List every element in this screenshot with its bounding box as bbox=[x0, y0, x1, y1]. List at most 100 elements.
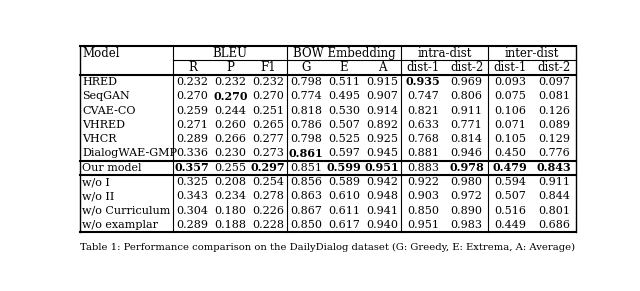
Text: 0.530: 0.530 bbox=[328, 106, 360, 116]
Text: VHCR: VHCR bbox=[82, 134, 116, 144]
Text: w/o I: w/o I bbox=[82, 177, 110, 187]
Text: HRED: HRED bbox=[82, 77, 117, 87]
Text: 0.479: 0.479 bbox=[493, 162, 528, 173]
Text: 0.972: 0.972 bbox=[451, 191, 483, 201]
Text: 0.507: 0.507 bbox=[328, 120, 360, 130]
Text: 0.254: 0.254 bbox=[252, 177, 284, 187]
Text: 0.850: 0.850 bbox=[407, 206, 439, 216]
Text: 0.270: 0.270 bbox=[213, 91, 248, 102]
Text: 0.903: 0.903 bbox=[407, 191, 439, 201]
Text: 0.818: 0.818 bbox=[290, 106, 322, 116]
Text: 0.980: 0.980 bbox=[451, 177, 483, 187]
Text: 0.277: 0.277 bbox=[252, 134, 284, 144]
Text: 0.507: 0.507 bbox=[495, 191, 526, 201]
Text: 0.325: 0.325 bbox=[177, 177, 209, 187]
Text: 0.289: 0.289 bbox=[177, 220, 209, 230]
Text: 0.234: 0.234 bbox=[214, 191, 246, 201]
Text: 0.106: 0.106 bbox=[494, 106, 526, 116]
Text: 0.304: 0.304 bbox=[177, 206, 209, 216]
Text: 0.911: 0.911 bbox=[538, 177, 570, 187]
Text: 0.856: 0.856 bbox=[290, 177, 322, 187]
Text: 0.774: 0.774 bbox=[291, 91, 322, 101]
Text: G: G bbox=[301, 61, 311, 74]
Text: 0.935: 0.935 bbox=[406, 77, 440, 87]
Text: 0.232: 0.232 bbox=[177, 77, 209, 87]
Text: 0.599: 0.599 bbox=[326, 162, 362, 173]
Text: 0.270: 0.270 bbox=[252, 91, 284, 101]
Text: DialogWAE-GMP: DialogWAE-GMP bbox=[82, 148, 177, 158]
Text: Model: Model bbox=[82, 47, 120, 60]
Text: 0.940: 0.940 bbox=[366, 220, 398, 230]
Text: 0.798: 0.798 bbox=[290, 134, 322, 144]
Text: 0.798: 0.798 bbox=[290, 77, 322, 87]
Text: 0.594: 0.594 bbox=[494, 177, 526, 187]
Text: w/o II: w/o II bbox=[82, 191, 115, 201]
Text: w/o Curriculum: w/o Curriculum bbox=[82, 206, 170, 216]
Text: 0.863: 0.863 bbox=[290, 191, 322, 201]
Text: 0.259: 0.259 bbox=[177, 106, 209, 116]
Text: 0.867: 0.867 bbox=[290, 206, 322, 216]
Text: 0.278: 0.278 bbox=[252, 191, 284, 201]
Text: 0.941: 0.941 bbox=[366, 206, 398, 216]
Text: 0.881: 0.881 bbox=[407, 148, 439, 158]
Text: 0.922: 0.922 bbox=[407, 177, 439, 187]
Text: 0.105: 0.105 bbox=[494, 134, 526, 144]
Text: Table 1: Performance comparison on the DailyDialog dataset (G: Greedy, E: Extrem: Table 1: Performance comparison on the D… bbox=[81, 243, 575, 252]
Text: 0.232: 0.232 bbox=[214, 77, 246, 87]
Text: 0.883: 0.883 bbox=[407, 163, 439, 173]
Text: 0.821: 0.821 bbox=[407, 106, 439, 116]
Text: 0.771: 0.771 bbox=[451, 120, 483, 130]
Text: 0.525: 0.525 bbox=[328, 134, 360, 144]
Text: 0.814: 0.814 bbox=[451, 134, 483, 144]
Text: 0.180: 0.180 bbox=[214, 206, 246, 216]
Text: 0.270: 0.270 bbox=[177, 91, 208, 101]
Text: 0.597: 0.597 bbox=[328, 148, 360, 158]
Text: intra-dist: intra-dist bbox=[417, 47, 472, 60]
Text: 0.907: 0.907 bbox=[366, 91, 398, 101]
Text: 0.610: 0.610 bbox=[328, 191, 360, 201]
Text: w/o examplar: w/o examplar bbox=[82, 220, 158, 230]
Text: 0.911: 0.911 bbox=[451, 106, 483, 116]
Text: R: R bbox=[188, 61, 196, 74]
Text: 0.611: 0.611 bbox=[328, 206, 360, 216]
Text: 0.851: 0.851 bbox=[290, 163, 322, 173]
Text: 0.890: 0.890 bbox=[451, 206, 483, 216]
Text: 0.273: 0.273 bbox=[252, 148, 284, 158]
Text: 0.343: 0.343 bbox=[177, 191, 209, 201]
Text: 0.945: 0.945 bbox=[366, 148, 398, 158]
Text: Our model: Our model bbox=[82, 163, 141, 173]
Text: 0.850: 0.850 bbox=[290, 220, 322, 230]
Text: 0.244: 0.244 bbox=[214, 106, 246, 116]
Text: 0.081: 0.081 bbox=[538, 91, 570, 101]
Text: 0.226: 0.226 bbox=[252, 206, 284, 216]
Text: 0.516: 0.516 bbox=[494, 206, 526, 216]
Text: 0.449: 0.449 bbox=[494, 220, 526, 230]
Text: 0.297: 0.297 bbox=[251, 162, 285, 173]
Text: 0.768: 0.768 bbox=[407, 134, 439, 144]
Text: 0.336: 0.336 bbox=[177, 148, 209, 158]
Text: 0.844: 0.844 bbox=[538, 191, 570, 201]
Text: 0.978: 0.978 bbox=[449, 162, 484, 173]
Text: BLEU: BLEU bbox=[212, 47, 248, 60]
Text: VHRED: VHRED bbox=[82, 120, 125, 130]
Text: 0.251: 0.251 bbox=[252, 106, 284, 116]
Text: 0.983: 0.983 bbox=[451, 220, 483, 230]
Text: 0.951: 0.951 bbox=[407, 220, 439, 230]
Text: 0.589: 0.589 bbox=[328, 177, 360, 187]
Text: 0.232: 0.232 bbox=[252, 77, 284, 87]
Text: CVAE-CO: CVAE-CO bbox=[82, 106, 136, 116]
Text: 0.208: 0.208 bbox=[214, 177, 246, 187]
Text: P: P bbox=[227, 61, 234, 74]
Text: F1: F1 bbox=[260, 61, 276, 74]
Text: dist-1: dist-1 bbox=[406, 61, 440, 74]
Text: 0.843: 0.843 bbox=[537, 162, 572, 173]
Text: dist-2: dist-2 bbox=[450, 61, 483, 74]
Text: 0.806: 0.806 bbox=[451, 91, 483, 101]
Text: BOW Embedding: BOW Embedding bbox=[292, 47, 396, 60]
Text: 0.357: 0.357 bbox=[175, 162, 210, 173]
Text: 0.633: 0.633 bbox=[407, 120, 439, 130]
Text: 0.495: 0.495 bbox=[328, 91, 360, 101]
Text: inter-dist: inter-dist bbox=[505, 47, 559, 60]
Text: 0.089: 0.089 bbox=[538, 120, 570, 130]
Text: 0.097: 0.097 bbox=[538, 77, 570, 87]
